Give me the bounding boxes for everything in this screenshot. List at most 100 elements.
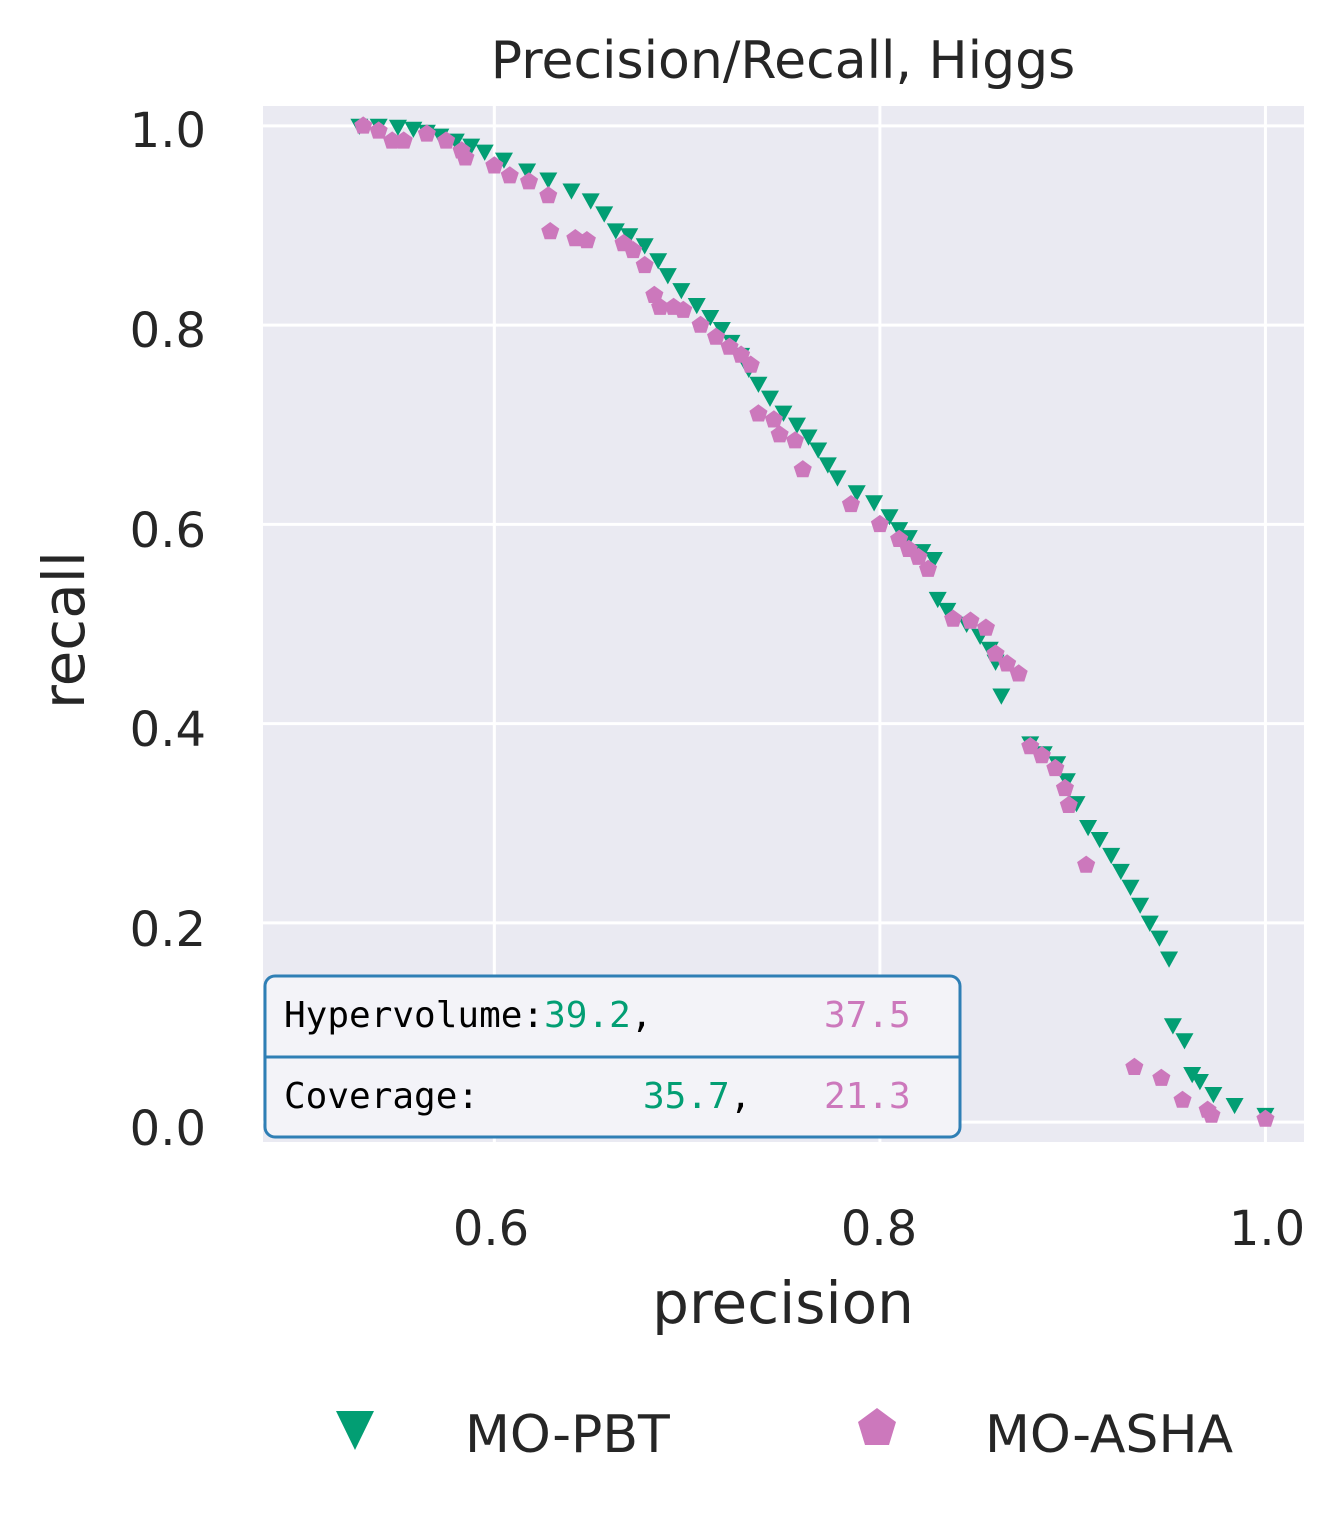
mo-asha-point bbox=[764, 410, 783, 428]
mo-asha-point bbox=[369, 121, 388, 139]
mo-asha-point bbox=[986, 644, 1005, 662]
mo-pbt-point bbox=[1225, 1097, 1244, 1115]
mo-pbt-point bbox=[1102, 847, 1121, 865]
chart-title: Precision/Recall, Higgs bbox=[491, 31, 1075, 91]
mo-pbt-point bbox=[1079, 820, 1098, 837]
legend-marker-mo-pbt bbox=[336, 1411, 374, 1450]
mo-asha-point bbox=[890, 529, 909, 547]
legend: MO-PBT MO-ASHA bbox=[336, 1405, 1234, 1465]
coverage-pbt-value: 35.7 bbox=[643, 1076, 730, 1117]
metrics-box: Hypervolume:39.2, 37.5 Coverage: 35.7, 21.3 bbox=[263, 974, 962, 1139]
mo-pbt-point bbox=[880, 509, 899, 526]
y-tick-label: 0.8 bbox=[130, 303, 206, 359]
mo-pbt-point bbox=[938, 602, 957, 620]
coverage-row: Coverage: 35.7, 21.3 bbox=[284, 1076, 911, 1117]
mo-pbt-point bbox=[388, 119, 407, 136]
mo-asha-point bbox=[786, 431, 805, 449]
mo-pbt-point bbox=[749, 376, 768, 393]
legend-label-mo-pbt: MO-PBT bbox=[465, 1405, 670, 1465]
mo-pbt-point bbox=[687, 298, 706, 315]
mo-asha-point bbox=[394, 131, 413, 149]
mo-asha-point bbox=[770, 425, 789, 443]
y-tick-label: 1.0 bbox=[130, 103, 206, 159]
mo-asha-point bbox=[707, 327, 726, 345]
mo-pbt-point bbox=[581, 193, 600, 210]
mo-pbt-point bbox=[1140, 915, 1159, 932]
mo-pbt-point bbox=[712, 321, 731, 339]
mo-asha-point bbox=[1046, 758, 1065, 777]
mo-asha-point bbox=[720, 337, 739, 355]
legend-label-mo-asha: MO-ASHA bbox=[985, 1405, 1234, 1465]
mo-pbt-point bbox=[1150, 930, 1169, 947]
mo-pbt-point bbox=[1121, 879, 1140, 896]
mo-asha-point bbox=[1009, 664, 1028, 682]
mo-asha-point bbox=[1055, 778, 1074, 797]
mo-asha-point bbox=[732, 345, 751, 363]
mo-asha-point bbox=[485, 156, 504, 174]
mo-pbt-point bbox=[562, 183, 581, 200]
mo-pbt-point bbox=[672, 283, 691, 300]
mo-pbt-point bbox=[799, 429, 818, 446]
mo-pbt-point bbox=[1175, 1033, 1194, 1050]
mo-asha-point bbox=[749, 404, 768, 422]
y-tick-label: 0.6 bbox=[130, 503, 206, 559]
x-tick-label: 1.0 bbox=[1229, 1201, 1305, 1257]
mo-asha-point bbox=[383, 131, 402, 149]
mo-asha-point bbox=[1059, 795, 1078, 813]
x-tick-label: 0.8 bbox=[841, 1201, 917, 1257]
mo-pbt-point bbox=[1111, 863, 1130, 881]
mo-asha-point bbox=[741, 355, 760, 373]
plot-area bbox=[263, 106, 1304, 1142]
mo-pbt-point bbox=[1204, 1086, 1223, 1104]
mo-pbt-point bbox=[595, 206, 614, 223]
mo-asha-point bbox=[1152, 1068, 1171, 1086]
mo-asha-point bbox=[520, 172, 539, 190]
mo-pbt-point bbox=[404, 121, 423, 138]
mo-pbt-point bbox=[1131, 897, 1150, 914]
mo-asha-point bbox=[500, 166, 519, 184]
hypervolume-separator: , bbox=[631, 995, 653, 1036]
mo-asha-point bbox=[944, 609, 963, 627]
data-points bbox=[350, 116, 1275, 1127]
mo-pbt-point bbox=[1163, 1018, 1182, 1035]
mo-pbt-point bbox=[1090, 831, 1109, 849]
mo-asha-point bbox=[691, 315, 710, 333]
y-tick-label: 0.2 bbox=[130, 902, 206, 958]
y-tick-labels: 0.0 0.2 0.4 0.6 0.8 1.0 bbox=[130, 103, 206, 1157]
mo-pbt-point bbox=[649, 253, 668, 270]
hypervolume-pbt-value: 39.2 bbox=[544, 995, 631, 1036]
mo-pbt-point bbox=[1190, 1074, 1209, 1091]
legend-marker-mo-asha bbox=[858, 1408, 896, 1445]
y-axis-label: recall bbox=[30, 551, 98, 709]
mo-asha-point bbox=[919, 559, 938, 577]
hypervolume-label: Hypervolume: bbox=[284, 995, 544, 1036]
mo-asha-point bbox=[1202, 1105, 1221, 1123]
mo-asha-point bbox=[841, 495, 860, 513]
x-tick-label: 0.6 bbox=[453, 1201, 529, 1257]
mo-pbt-point bbox=[787, 417, 806, 434]
mo-pbt-point bbox=[809, 442, 828, 459]
mo-pbt-point bbox=[620, 228, 639, 245]
mo-pbt-point bbox=[928, 591, 947, 609]
mo-asha-point bbox=[456, 148, 475, 166]
mo-asha-point bbox=[539, 186, 558, 204]
mo-pbt-point bbox=[774, 405, 793, 422]
mo-asha-point bbox=[1077, 855, 1096, 873]
mo-pbt-point bbox=[1160, 951, 1179, 968]
coverage-asha-value: 21.3 bbox=[824, 1076, 911, 1117]
mo-asha-point bbox=[961, 611, 980, 629]
mo-asha-point bbox=[635, 255, 654, 274]
mo-asha-point bbox=[674, 300, 693, 318]
mo-asha-point bbox=[1256, 1109, 1275, 1127]
mo-asha-point bbox=[870, 514, 889, 533]
mo-asha-point bbox=[354, 116, 373, 134]
mo-pbt-point bbox=[494, 152, 513, 169]
mo-pbt-point bbox=[539, 172, 558, 189]
mo-pbt-point bbox=[606, 223, 625, 240]
mo-pbt-point bbox=[658, 268, 677, 285]
mo-asha-point bbox=[793, 460, 812, 478]
mo-pbt-point bbox=[828, 470, 847, 487]
mo-asha-point bbox=[577, 231, 596, 249]
mo-asha-point bbox=[998, 654, 1017, 672]
